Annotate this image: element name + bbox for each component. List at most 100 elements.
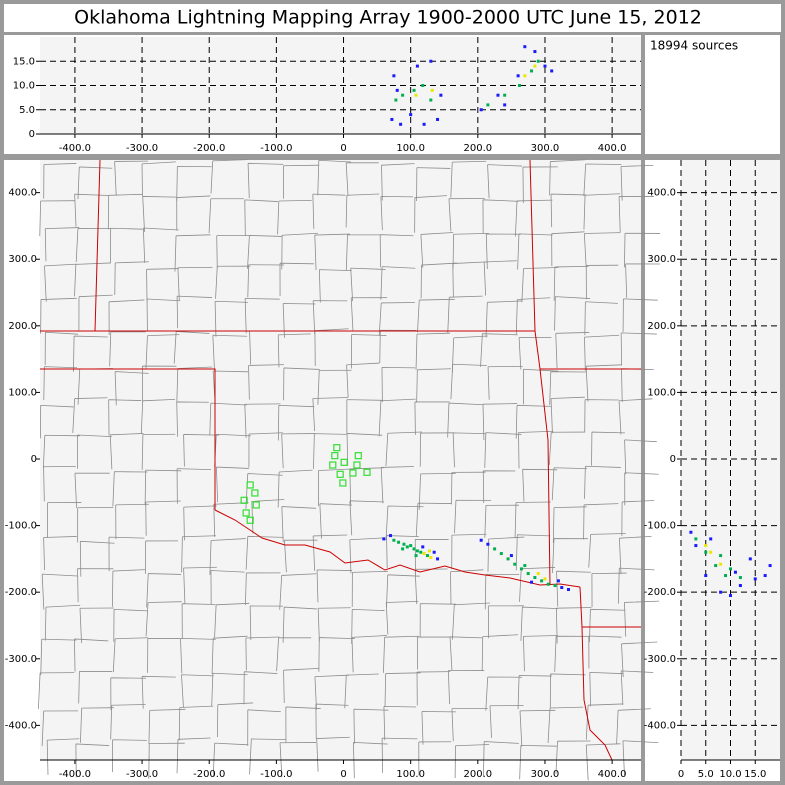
county-border	[110, 677, 147, 711]
county-border	[481, 634, 519, 671]
county-border	[176, 737, 211, 774]
source-point	[419, 550, 423, 554]
county-border	[550, 193, 587, 228]
county-border	[245, 535, 284, 570]
county-border	[108, 299, 145, 335]
county-border	[421, 711, 456, 745]
county-border	[353, 708, 389, 744]
county-border	[454, 499, 492, 534]
county-border	[108, 399, 142, 436]
y-tick-label: -200.0	[644, 587, 676, 598]
source-point	[496, 93, 500, 97]
county-border	[114, 160, 149, 196]
source-point	[394, 98, 398, 102]
county-border	[554, 635, 590, 672]
county-border	[521, 267, 559, 303]
source-point	[479, 538, 483, 542]
county-border	[450, 363, 487, 400]
x-tick-label: 10.0	[719, 769, 741, 780]
county-border	[585, 743, 621, 781]
county-border	[520, 606, 558, 641]
state-border	[214, 509, 581, 588]
county-border	[112, 739, 147, 773]
county-border	[316, 736, 350, 772]
county-border	[618, 195, 654, 233]
source-point	[415, 64, 419, 68]
county-border	[144, 540, 179, 574]
source-point	[546, 582, 550, 586]
y-tick-label: 400.0	[647, 188, 676, 199]
county-border	[209, 538, 246, 576]
station	[246, 516, 254, 524]
y-tick-label: -400.0	[644, 720, 676, 731]
county-border	[244, 403, 281, 438]
county-border	[112, 471, 148, 507]
county-border	[523, 368, 559, 405]
county-border	[244, 199, 278, 236]
y-tick-label: 200.0	[647, 321, 676, 332]
y-tick-label: 0	[670, 454, 676, 465]
county-border	[183, 505, 217, 541]
county-border	[247, 709, 281, 746]
county-border	[107, 193, 143, 230]
county-border	[518, 337, 552, 370]
station	[339, 479, 347, 487]
station	[353, 461, 361, 469]
y-tick-label: -300.0	[5, 654, 37, 665]
county-border	[79, 607, 115, 644]
y-tick-label: -100.0	[644, 521, 676, 532]
source-point	[421, 84, 425, 87]
county-border	[624, 600, 660, 637]
county-border	[217, 702, 254, 738]
county-border	[245, 636, 280, 671]
source-point	[724, 574, 728, 578]
county-border	[43, 366, 78, 401]
county-border	[621, 641, 658, 678]
county-border	[346, 362, 380, 398]
county-border	[215, 466, 249, 503]
county-border	[146, 298, 181, 332]
source-point	[738, 576, 742, 580]
county-border	[174, 234, 211, 272]
county-border	[78, 670, 113, 704]
county-border	[214, 602, 250, 638]
source-point	[530, 69, 534, 73]
source-point	[530, 580, 534, 584]
source-point	[533, 576, 537, 580]
source-point	[519, 567, 523, 571]
x-tick-label: 400.0	[598, 769, 627, 780]
county-border	[140, 398, 176, 435]
county-border	[385, 600, 419, 635]
source-point	[415, 549, 419, 553]
county-border	[620, 164, 654, 201]
county-border	[419, 603, 457, 638]
county-border	[283, 164, 320, 199]
county-border	[142, 365, 177, 402]
source-point	[719, 590, 723, 594]
county-border	[247, 235, 283, 269]
source-point	[509, 554, 513, 558]
source-point	[553, 584, 557, 588]
county-border	[73, 335, 108, 372]
x-tick-label: 300.0	[531, 143, 560, 154]
station	[252, 501, 260, 509]
county-border	[247, 162, 284, 199]
county-border	[75, 227, 112, 262]
county-border	[40, 405, 74, 439]
county-border	[583, 232, 621, 267]
county-border	[384, 672, 421, 707]
source-point	[748, 557, 752, 561]
county-border	[349, 500, 384, 536]
county-border	[555, 607, 592, 644]
x-tick-label: 5.0	[698, 769, 714, 780]
county-border	[380, 266, 416, 300]
source-point	[430, 88, 434, 92]
county-border	[114, 261, 149, 295]
source-point	[422, 122, 426, 126]
county-border	[344, 673, 379, 709]
county-border	[181, 674, 214, 708]
x-tick-label: 0	[340, 143, 346, 154]
county-border	[549, 159, 586, 196]
source-point	[550, 69, 554, 73]
y-tick-label: 100.0	[647, 387, 676, 398]
